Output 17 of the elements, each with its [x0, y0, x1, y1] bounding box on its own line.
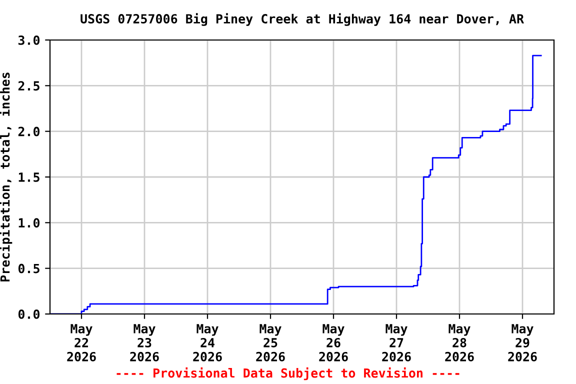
y-tick-label: 2.0	[18, 126, 40, 136]
x-tick-label: May 25 2026	[256, 324, 285, 362]
y-tick-label: 0.5	[18, 264, 40, 274]
y-tick-label: 0.0	[18, 309, 40, 319]
x-tick-label: May 22 2026	[67, 324, 96, 362]
x-tick-label: May 23 2026	[130, 324, 159, 362]
x-tick-label: May 27 2026	[382, 324, 411, 362]
y-tick-label: 1.5	[18, 172, 40, 182]
x-tick-label: May 26 2026	[319, 324, 348, 362]
text: ---- Provisional Data Subject to Revision ----	[116, 367, 460, 380]
y-tick-label: 3.0	[18, 35, 40, 45]
x-tick-label: May 29 2026	[508, 324, 537, 362]
x-tick-label: May 24 2026	[193, 324, 222, 362]
y-tick-label: 2.5	[18, 81, 40, 91]
chart-title: USGS 07257006 Big Piney Creek at Highway 164 near Dover, AR	[80, 13, 524, 26]
y-tick-label: 1.0	[18, 218, 40, 228]
x-tick-label: May 28 2026	[445, 324, 474, 362]
